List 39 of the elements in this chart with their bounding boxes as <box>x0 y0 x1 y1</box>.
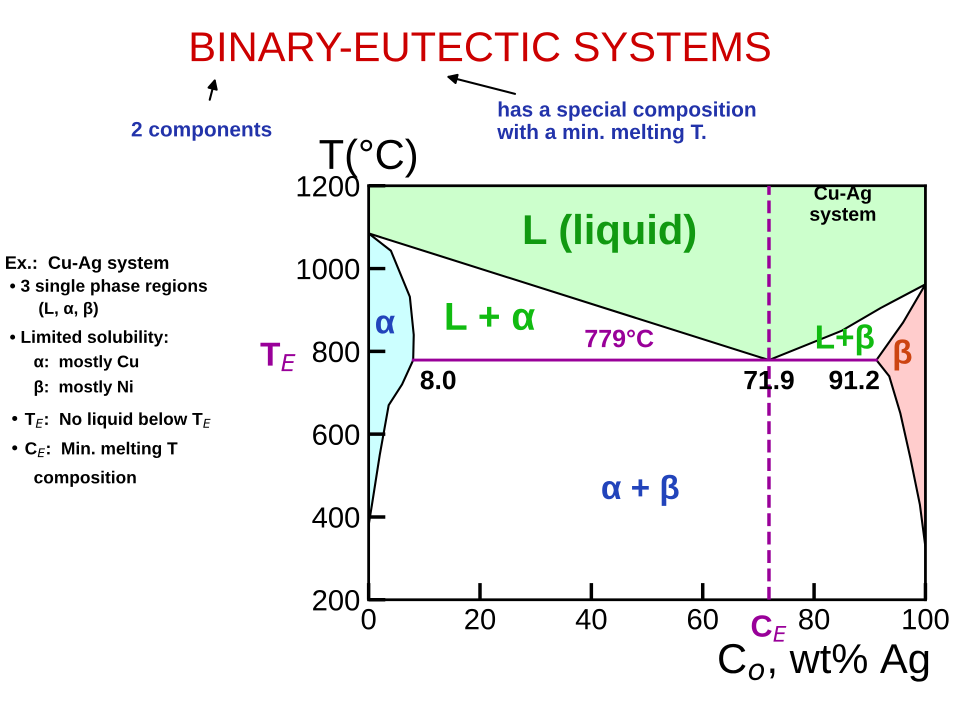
annotation: L (liquid) <box>524 214 696 253</box>
annotation: L+β <box>816 324 874 356</box>
x-tick-label: 20 <box>465 608 496 630</box>
text: • Limited solubility: <box>10 330 168 346</box>
y-tick-label: 400 <box>312 507 360 528</box>
y-tick-label: 1200 <box>298 176 360 197</box>
text: • 3 single phase regions <box>10 279 207 296</box>
annotation: 91.2 <box>829 370 879 390</box>
annotation: 71.9 <box>744 370 794 390</box>
annotation: 8.0 <box>420 370 456 390</box>
y-tick-label: 1000 <box>298 258 360 280</box>
y-tick-label: 600 <box>313 424 360 446</box>
text: • T$_{E}$: No liquid below T$_{E}$ <box>12 412 211 429</box>
text: has a special composition with a min. melting T. <box>497 101 756 144</box>
annotation: L + α <box>446 302 535 330</box>
x-tick-label: 0 <box>362 608 376 630</box>
annotation: β <box>894 339 912 370</box>
text: • C$_{E}$: Min. melting T <box>12 442 178 458</box>
annotation: Cu-Ag system <box>810 186 876 225</box>
x-tick-label: 40 <box>576 608 606 630</box>
text: 2 components <box>132 122 272 141</box>
annotation: α <box>376 315 395 334</box>
y-tick-label: 800 <box>312 342 360 362</box>
y-tick-label: 200 <box>313 590 360 611</box>
text: α: mostly Cu <box>34 355 138 371</box>
ref-line-label: C$_{E}$ <box>752 615 786 642</box>
annotation: α + β <box>602 474 679 506</box>
y-axis-title: T(°C) <box>320 138 416 178</box>
text: Ex.: Cu-Ag system <box>6 256 168 273</box>
x-tick-label: 100 <box>903 608 949 630</box>
chart-title: BINARY-EUTECTIC SYSTEMS <box>192 32 770 62</box>
text: (L, α, β) <box>39 302 98 318</box>
x-tick-label: 80 <box>799 608 830 630</box>
x-axis-title: C$_{o}$, wt% Ag <box>719 644 928 682</box>
text: T$_{E}$ <box>260 342 296 372</box>
text: β: mostly Ni <box>34 380 132 396</box>
text: composition <box>34 470 136 487</box>
annotation: 779°C <box>585 330 654 348</box>
x-tick-label: 60 <box>688 608 718 630</box>
